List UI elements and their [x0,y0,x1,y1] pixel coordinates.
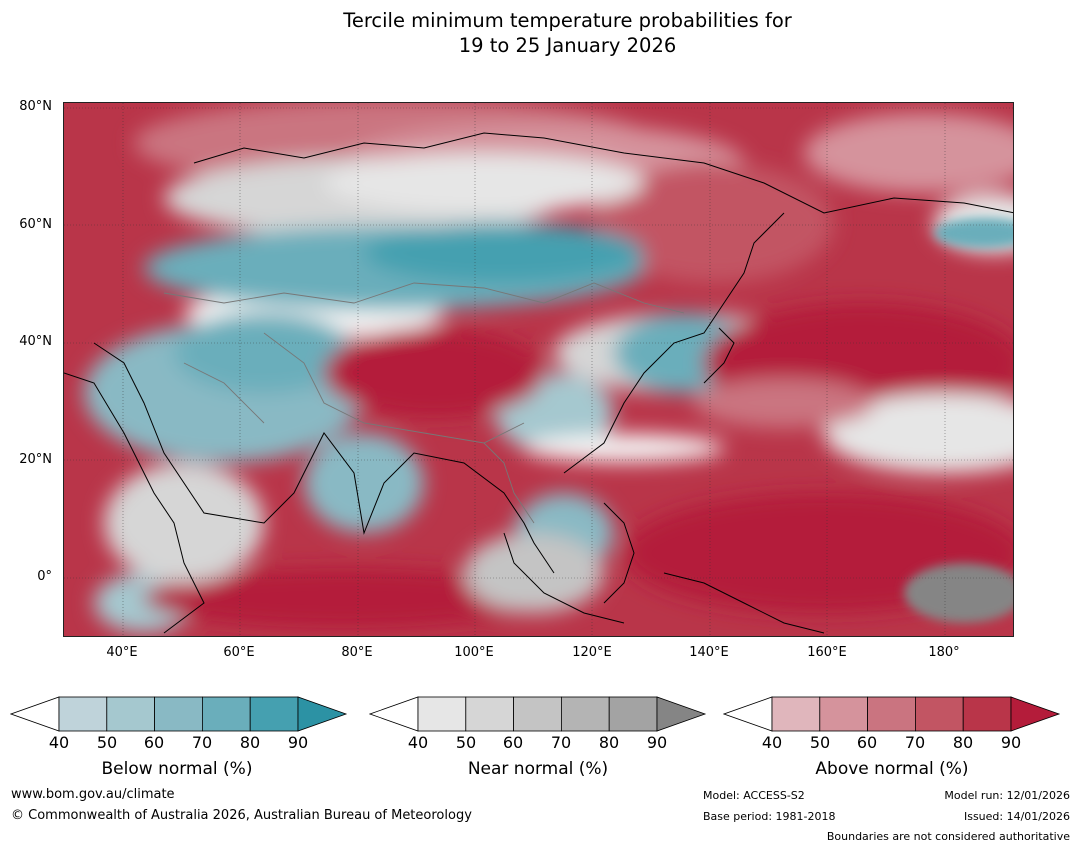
tick: 60 [856,733,878,752]
lat-label-80n: 80°N [19,99,52,114]
colorbar-segment [867,696,916,732]
copyright-text: © Commonwealth of Australia 2026, Austra… [11,808,472,823]
colorbar-segment [608,696,658,732]
tick: 70 [904,733,926,752]
model-text: Model: ACCESS-S2 [703,789,805,802]
chart-title: Tercile minimum temperature probabilitie… [0,8,1081,58]
tick: 40 [761,733,783,752]
boundaries-disclaimer: Boundaries are not considered authoritat… [826,830,1070,843]
tick: 70 [191,733,213,752]
tick: 70 [550,733,572,752]
title-line-1: Tercile minimum temperature probabilitie… [343,9,792,32]
map-panel[interactable] [63,102,1014,637]
lon-label-60e: 60°E [223,645,255,660]
colorbar-extend-high [297,696,348,732]
colorbar-extend-low [723,696,773,732]
tick: 80 [239,733,261,752]
tick: 50 [455,733,477,752]
colorbar-segment [201,696,251,732]
tick: 50 [96,733,118,752]
colorbar-segment [560,696,610,732]
colorbar-segment [465,696,515,732]
website-link[interactable]: www.bom.gov.au/climate [11,787,175,802]
lat-label-60n: 60°N [19,217,52,232]
tick: 90 [287,733,309,752]
colorbar-segment [249,696,299,732]
colorbar-below [10,696,348,732]
map-gridlines [64,103,1013,636]
base-period-text: Base period: 1981-2018 [703,810,836,823]
colorbar-segment [771,696,821,732]
lat-label-0: 0° [37,569,52,584]
lon-label-160e: 160°E [807,645,847,660]
colorbar-segment [106,696,156,732]
colorbar-segment [154,696,203,732]
tick: 40 [48,733,70,752]
colorbar-extend-low [10,696,60,732]
lat-label-40n: 40°N [19,334,52,349]
colorbar-above [723,696,1061,732]
map-svg [64,103,1013,636]
tick: 40 [407,733,429,752]
colorbar-near-label: Near normal (%) [467,759,609,779]
tick: 60 [143,733,165,752]
lon-label-80e: 80°E [341,645,373,660]
colorbar-above-label: Above normal (%) [815,759,969,779]
tick: 90 [646,733,668,752]
colorbar-segment [914,696,964,732]
lat-label-20n: 20°N [19,452,52,467]
colorbar-segment [417,696,467,732]
tick: 50 [809,733,831,752]
colorbar-extend-high [656,696,707,732]
lon-label-100e: 100°E [454,645,494,660]
colorbar-segment [819,696,869,732]
colorbar-segment [962,696,1012,732]
title-line-2: 19 to 25 January 2026 [458,34,677,57]
tick: 60 [502,733,524,752]
lon-label-180: 180° [928,645,960,660]
colorbar-near [369,696,707,732]
colorbar-extend-high [1010,696,1061,732]
country-borders [163,282,685,524]
model-run-text: Model run: 12/01/2026 [944,789,1070,802]
tick: 80 [598,733,620,752]
lon-label-120e: 120°E [572,645,612,660]
lon-label-40e: 40°E [106,645,138,660]
colorbar-below-label: Below normal (%) [101,759,253,779]
coastlines [64,132,1013,634]
tick: 90 [1000,733,1022,752]
colorbar-extend-low [369,696,419,732]
colorbar-segment [58,696,108,732]
issued-text: Issued: 14/01/2026 [963,810,1070,823]
lon-label-140e: 140°E [689,645,729,660]
colorbar-segment [513,696,562,732]
tick: 80 [952,733,974,752]
